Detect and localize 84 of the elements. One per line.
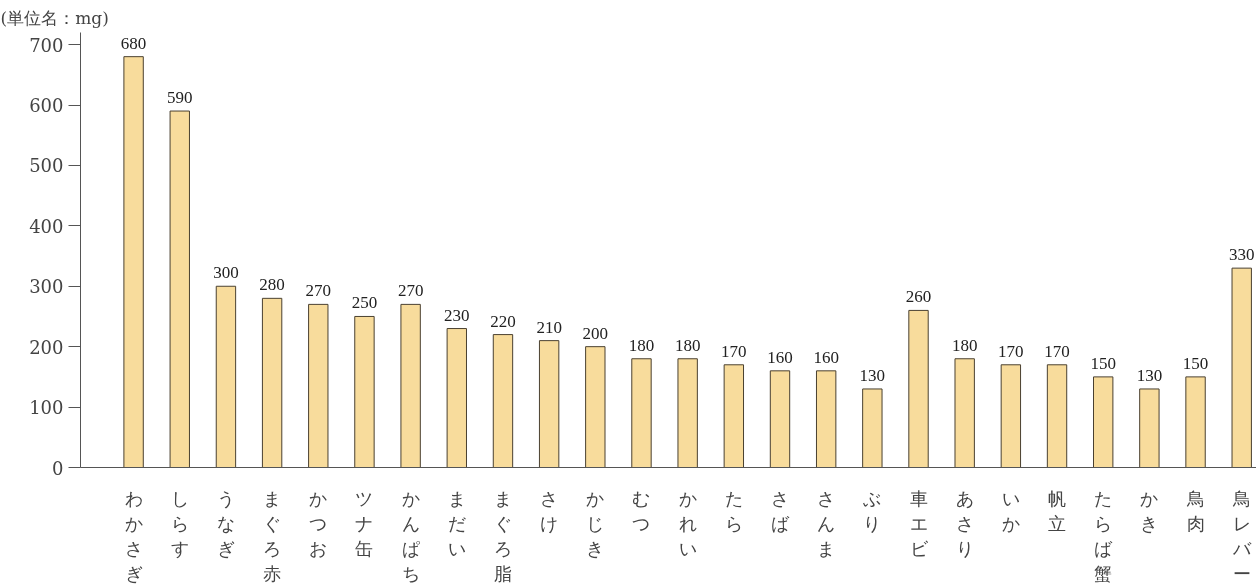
bar <box>538 340 560 468</box>
data-label: 280 <box>259 275 285 295</box>
data-label: 260 <box>905 287 932 307</box>
bar <box>631 358 652 468</box>
data-label: 130 <box>1136 365 1163 385</box>
bar <box>308 303 329 468</box>
x-tick-label: まぐろ脂 <box>493 487 512 585</box>
bar <box>1000 364 1022 468</box>
bar <box>585 346 606 468</box>
data-label: 300 <box>213 263 239 283</box>
bar <box>123 56 144 468</box>
data-label: 170 <box>998 341 1024 361</box>
x-tick-label: かじき <box>586 487 605 559</box>
bar <box>1139 388 1160 468</box>
x-tick-label: 鳥肉 <box>1185 487 1205 534</box>
bar <box>769 370 791 468</box>
y-tick-label: 400 <box>29 215 64 237</box>
data-label: 590 <box>167 88 193 108</box>
x-tick-label: うなぎ <box>216 487 235 559</box>
x-tick-label: むつ <box>632 487 651 534</box>
x-tick-label: 車エビ <box>909 487 929 559</box>
x-tick-label: かれい <box>678 487 697 559</box>
bar <box>815 370 837 468</box>
data-label: 180 <box>628 335 655 355</box>
x-tick-label: たらば蟹 <box>1094 487 1114 585</box>
data-label: 230 <box>444 305 470 325</box>
y-tick-label: 200 <box>29 336 64 358</box>
data-label: 210 <box>536 317 562 337</box>
y-tick-label: 600 <box>29 95 64 116</box>
x-tick-label: かつお <box>309 487 328 559</box>
x-tick-label: まだい <box>447 487 466 559</box>
x-tick-label: ツナ缶 <box>355 487 374 559</box>
data-label: 160 <box>813 347 839 367</box>
data-label: 220 <box>490 311 516 331</box>
x-tick-label: まぐろ赤 <box>263 487 282 585</box>
x-tick-label: いか <box>1001 487 1020 534</box>
x-tick-label: さんま <box>817 487 836 559</box>
bar <box>400 303 421 468</box>
x-tick-label: あさり <box>955 487 974 559</box>
x-tick-label: かんぱち <box>401 487 420 585</box>
data-label: 200 <box>582 323 609 343</box>
bar <box>261 297 283 468</box>
bar <box>1231 267 1252 468</box>
x-tick-label: しらす <box>170 487 189 559</box>
x-tick-label: 帆立 <box>1048 487 1067 534</box>
data-label: 170 <box>721 341 747 361</box>
x-tick-label: さけ <box>540 487 559 534</box>
x-tick-label: さば <box>771 487 791 534</box>
bar <box>1093 376 1114 468</box>
data-label: 170 <box>1044 341 1070 361</box>
bar <box>215 285 237 468</box>
data-label: 270 <box>305 281 332 301</box>
data-label: 270 <box>397 281 424 301</box>
data-label: 150 <box>1182 353 1209 373</box>
y-tick-label: 500 <box>29 155 64 177</box>
data-label: 180 <box>674 335 701 355</box>
y-tick-label: 0 <box>52 457 64 479</box>
data-label: 160 <box>767 347 793 367</box>
x-tick-label: ぶり <box>863 487 882 534</box>
data-label: 150 <box>1090 353 1116 373</box>
bar <box>354 315 375 468</box>
data-label: 680 <box>120 33 147 53</box>
bar <box>169 110 190 468</box>
data-label: 130 <box>859 365 886 385</box>
y-tick-label: 300 <box>29 276 64 298</box>
bar <box>723 364 745 468</box>
bar <box>1185 376 1206 468</box>
y-tick-label: 100 <box>29 397 64 419</box>
bar <box>677 358 698 468</box>
x-tick-label: 鳥レバー <box>1231 487 1252 585</box>
x-tick-label: たら <box>724 487 743 534</box>
data-label: 180 <box>951 335 978 355</box>
bar <box>862 388 883 468</box>
y-axis-title: (単位名：mg) <box>0 7 109 28</box>
data-label: 330 <box>1228 245 1255 265</box>
x-tick-label: かき <box>1140 487 1159 534</box>
y-tick-label: 700 <box>29 34 64 56</box>
bar <box>954 358 975 468</box>
bar <box>908 309 929 468</box>
bar <box>492 334 514 468</box>
x-tick-label: わかさぎ <box>124 487 143 585</box>
bar <box>446 328 467 468</box>
bar <box>1046 364 1068 468</box>
data-label: 250 <box>351 293 378 313</box>
